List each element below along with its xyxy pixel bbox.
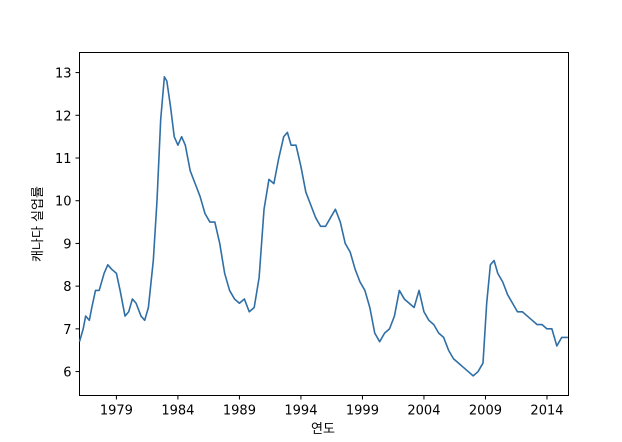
x-tick-label: 2004 xyxy=(407,404,440,419)
data-line xyxy=(78,76,568,377)
y-tick-label: 13 xyxy=(55,67,72,82)
y-tick-label: 12 xyxy=(55,109,72,124)
y-tick-label: 10 xyxy=(55,195,72,210)
x-axis-label: 연도 xyxy=(311,422,335,437)
plot-frame xyxy=(79,52,569,396)
x-tick-label: 1999 xyxy=(346,404,379,419)
x-tick-label: 1989 xyxy=(223,404,256,419)
y-tick-label: 11 xyxy=(55,152,72,167)
x-tick-label: 1979 xyxy=(100,404,133,419)
x-tick-label: 1984 xyxy=(161,404,194,419)
x-tick-label: 1994 xyxy=(284,404,317,419)
x-tick-label: 2009 xyxy=(469,404,502,419)
y-tick-label: 8 xyxy=(63,280,71,295)
y-tick-label: 7 xyxy=(63,323,71,338)
y-tick-label: 6 xyxy=(63,366,71,381)
x-tick-label: 2014 xyxy=(530,404,563,419)
y-axis-label: 캐나다 실업률 xyxy=(31,186,46,262)
y-tick-label: 9 xyxy=(63,237,71,252)
